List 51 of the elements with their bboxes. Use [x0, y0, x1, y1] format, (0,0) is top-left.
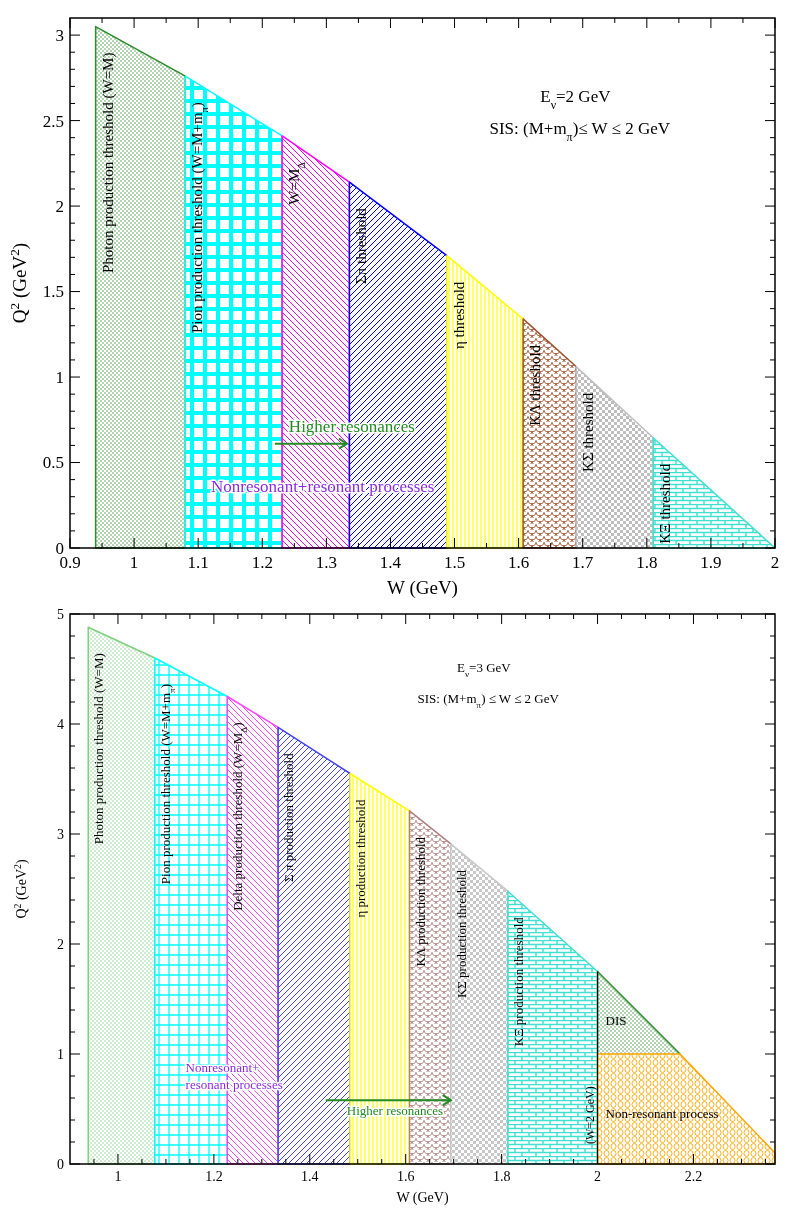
x-tick-label: 1.5	[443, 553, 466, 572]
y-tick-label: 3	[55, 26, 64, 46]
series-label: Σ π production threshold	[281, 752, 297, 882]
x-tick-label: 1.6	[396, 1169, 415, 1184]
series-label: Photon production threshold (W=M)	[99, 52, 117, 274]
annotation: SIS: (M+m$_{π}$)≤ W ≤ 2 GeV	[489, 119, 671, 145]
y-tick-label: 0.5	[42, 453, 64, 473]
x-tick-label: 1	[129, 553, 139, 572]
series-label: Non-resonant process	[605, 1106, 719, 1122]
x-tick-label: 2.2	[684, 1169, 703, 1184]
x-tick-label: 1.8	[636, 553, 658, 572]
x-tick-label: 1.3	[315, 553, 337, 572]
y-tick-label: 5	[57, 606, 64, 622]
y-tick-label: 2	[57, 936, 64, 952]
x-tick-label: 1	[114, 1169, 122, 1184]
x-tick-label: 2	[594, 1169, 602, 1184]
x-tick-label: 1.2	[205, 1169, 223, 1184]
x-tick-label: 1.4	[379, 553, 402, 572]
series-label: KΣ production threshold	[453, 869, 469, 999]
series-label: η threshold	[450, 281, 467, 350]
x-axis-title: W (GeV)	[387, 577, 458, 599]
series-label: KΞ production threshold	[510, 916, 526, 1047]
x-tick-label: 1.8	[492, 1169, 511, 1184]
series-label: KΞ threshold	[657, 463, 674, 544]
x-tick-label: 1.4	[301, 1169, 319, 1184]
ref-line-label: (W=2 GeV)	[582, 1086, 597, 1144]
x-tick-label: 1.2	[251, 553, 273, 572]
series-label: DIS	[605, 1013, 627, 1029]
series-label: KΛ threshold	[527, 344, 544, 426]
series-label: Σπ threshold	[353, 207, 370, 285]
x-tick-label: 1.7	[572, 553, 594, 572]
y-tick-label: 4	[57, 716, 64, 732]
y-tick-label: 1.5	[42, 282, 64, 302]
annotation: SIS: (M+m$_{π}$) ≤ W ≤ 2 GeV	[417, 691, 560, 711]
series-label: KΛ production threshold	[412, 836, 428, 967]
y-tick-label: 0	[57, 1156, 64, 1172]
y-tick-label: 3	[57, 826, 64, 842]
y-tick-label: 2.5	[42, 111, 64, 131]
x-tick-label: 2	[770, 553, 780, 572]
series-label: KΣ threshold	[580, 392, 597, 472]
y-tick-label: 2	[55, 197, 64, 217]
y-tick-label: 1	[57, 1046, 64, 1062]
x-tick-label: 1.1	[187, 553, 209, 572]
x-tick-label: 1.6	[508, 553, 530, 572]
x-tick-label: 1.9	[700, 553, 722, 572]
annotation: E$_{ν}$=3 GeV	[457, 660, 512, 680]
annotation: E$_{ν}$=2 GeV	[540, 86, 612, 112]
y-tick-label: 1	[55, 367, 64, 387]
series-label: Photon production threshold (W=M)	[91, 653, 107, 845]
x-axis-title: W (GeV)	[396, 1190, 449, 1206]
series-label: η production threshold	[353, 799, 369, 918]
